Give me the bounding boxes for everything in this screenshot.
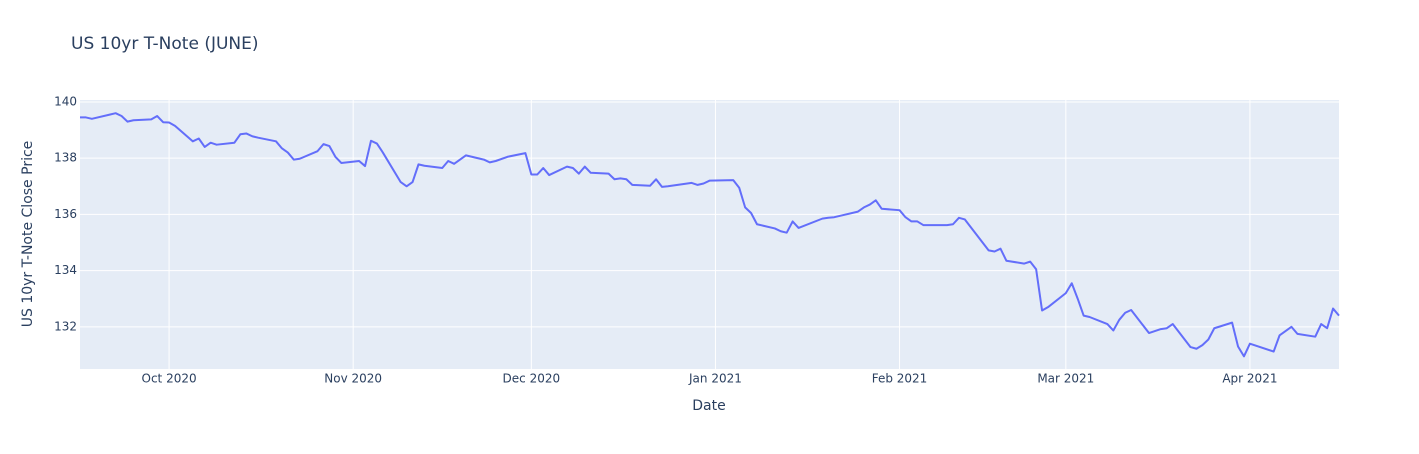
y-tick-label: 140 [54, 94, 77, 108]
line-series [80, 112, 1340, 358]
y-tick-label: 132 [54, 319, 77, 333]
chart-title: US 10yr T-Note (JUNE) [71, 34, 259, 54]
y-tick-label: 136 [54, 207, 77, 221]
x-axis-title: Date [692, 398, 725, 414]
y-tick-label: 138 [54, 151, 77, 165]
y-axis-title: US 10yr T-Note Close Price [20, 141, 36, 328]
x-tick-label: Jan 2021 [688, 372, 742, 386]
x-tick-label: Feb 2021 [872, 372, 928, 386]
x-tick-label: Dec 2020 [503, 372, 561, 386]
x-tick-label: Mar 2021 [1037, 372, 1094, 386]
plot-area [80, 100, 1339, 369]
x-tick-label: Apr 2021 [1222, 372, 1277, 386]
x-tick-label: Oct 2020 [142, 372, 197, 386]
x-tick-label: Nov 2020 [324, 372, 382, 386]
y-tick-label: 134 [54, 263, 77, 277]
